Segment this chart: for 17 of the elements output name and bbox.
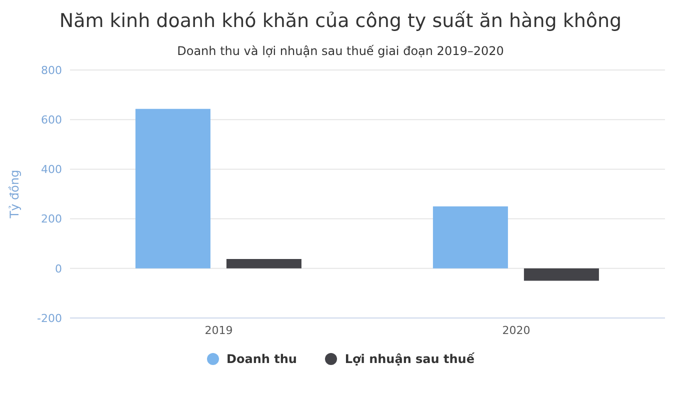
- y-tick-label: -200: [37, 312, 62, 325]
- x-tick-label: 2019: [204, 324, 233, 337]
- legend-label: Doanh thu: [226, 352, 297, 366]
- x-tick-label: 2020: [502, 324, 530, 337]
- y-axis-title: Tỷ đồng: [7, 170, 22, 220]
- y-tick-label: 600: [41, 114, 62, 127]
- bar: [432, 206, 508, 268]
- chart-title: Năm kinh doanh khó khăn của công ty suất ăn hàng không: [58, 9, 623, 32]
- y-tick-label: 200: [41, 212, 62, 226]
- y-tick-label: 0: [55, 262, 62, 276]
- bar: [524, 268, 599, 281]
- chart-subtitle: Doanh thu và lợi nhuận sau thuế giai đoạn 2019–2020: [176, 44, 505, 58]
- bar: [135, 108, 210, 268]
- y-tick-label: 800: [41, 64, 62, 77]
- bar: [226, 258, 302, 268]
- legend-label: Lợi nhuận sau thuế: [344, 352, 474, 366]
- y-tick-label: 400: [41, 163, 62, 176]
